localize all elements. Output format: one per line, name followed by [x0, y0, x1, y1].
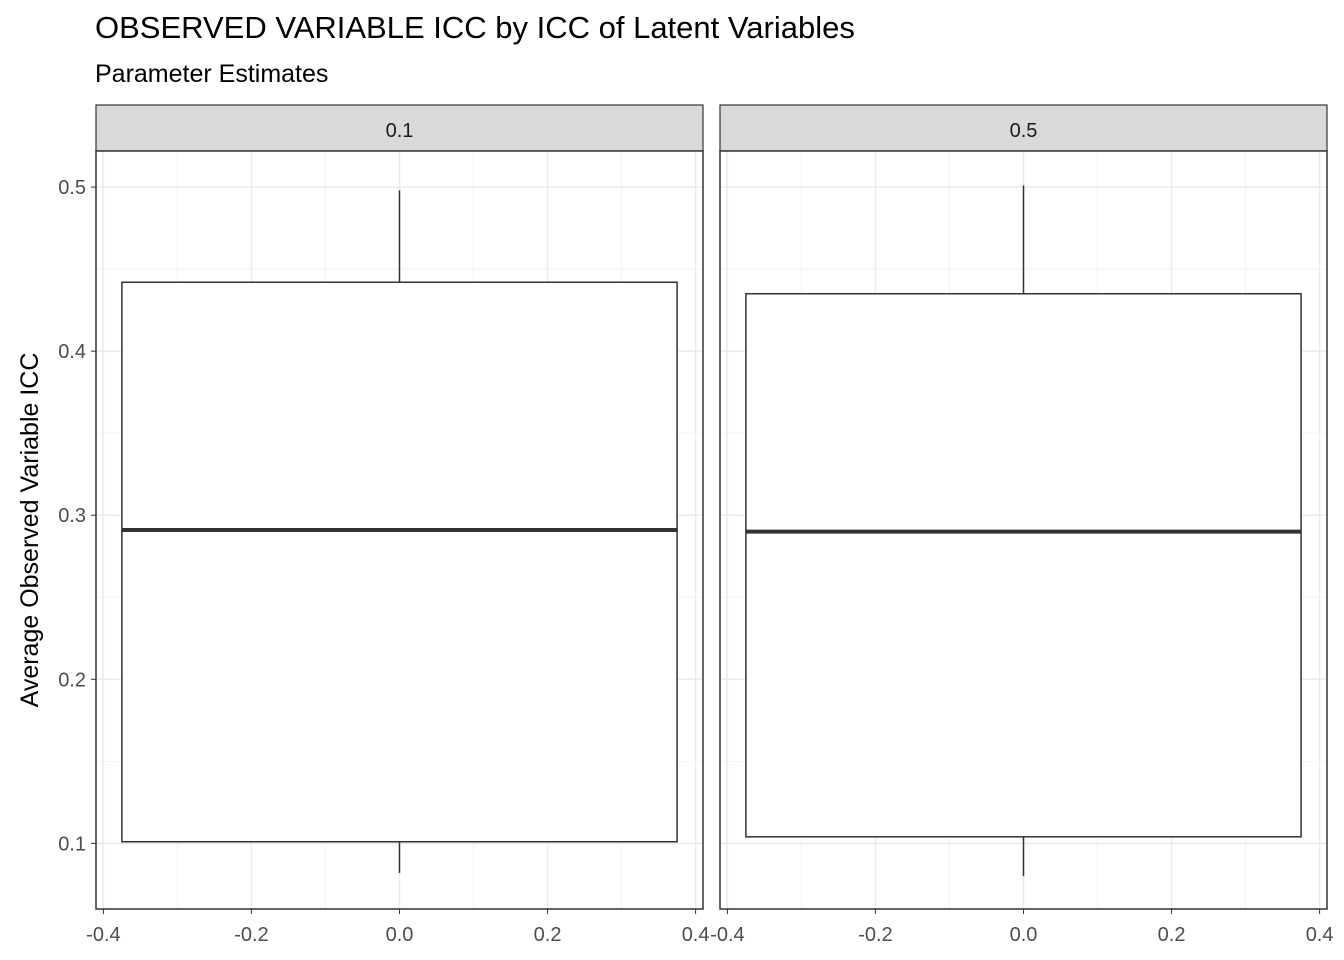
y-tick-label: 0.4: [58, 341, 86, 363]
y-tick-label: 0.2: [58, 669, 86, 691]
x-tick-label: -0.4: [86, 924, 120, 946]
facet-strip-label: 0.1: [386, 120, 414, 142]
x-tick-label: -0.2: [234, 924, 268, 946]
x-tick-label: -0.2: [858, 924, 892, 946]
iqr-box: [745, 292, 1302, 838]
facet-strip-label: 0.5: [1010, 120, 1038, 142]
y-tick-label: 0.3: [58, 505, 86, 527]
facet-strip: [95, 104, 704, 152]
x-tick-label: 0.0: [386, 924, 414, 946]
x-tick-label: 0.2: [1158, 924, 1186, 946]
facet-strip: [719, 104, 1328, 152]
chart-title: OBSERVED VARIABLE ICC by ICC of Latent V…: [95, 10, 855, 45]
x-tick-label: -0.4: [710, 924, 744, 946]
y-tick-label: 0.5: [58, 177, 86, 199]
x-tick-label: 0.2: [534, 924, 562, 946]
x-tick-label: 0.0: [1010, 924, 1038, 946]
iqr-box: [121, 281, 678, 843]
y-tick-label: 0.1: [58, 833, 86, 855]
x-tick-label: 0.4: [1306, 924, 1334, 946]
y-axis-title: Average Observed Variable ICC: [16, 353, 44, 708]
x-tick-label: 0.4: [682, 924, 710, 946]
chart-subtitle: Parameter Estimates: [95, 60, 329, 88]
